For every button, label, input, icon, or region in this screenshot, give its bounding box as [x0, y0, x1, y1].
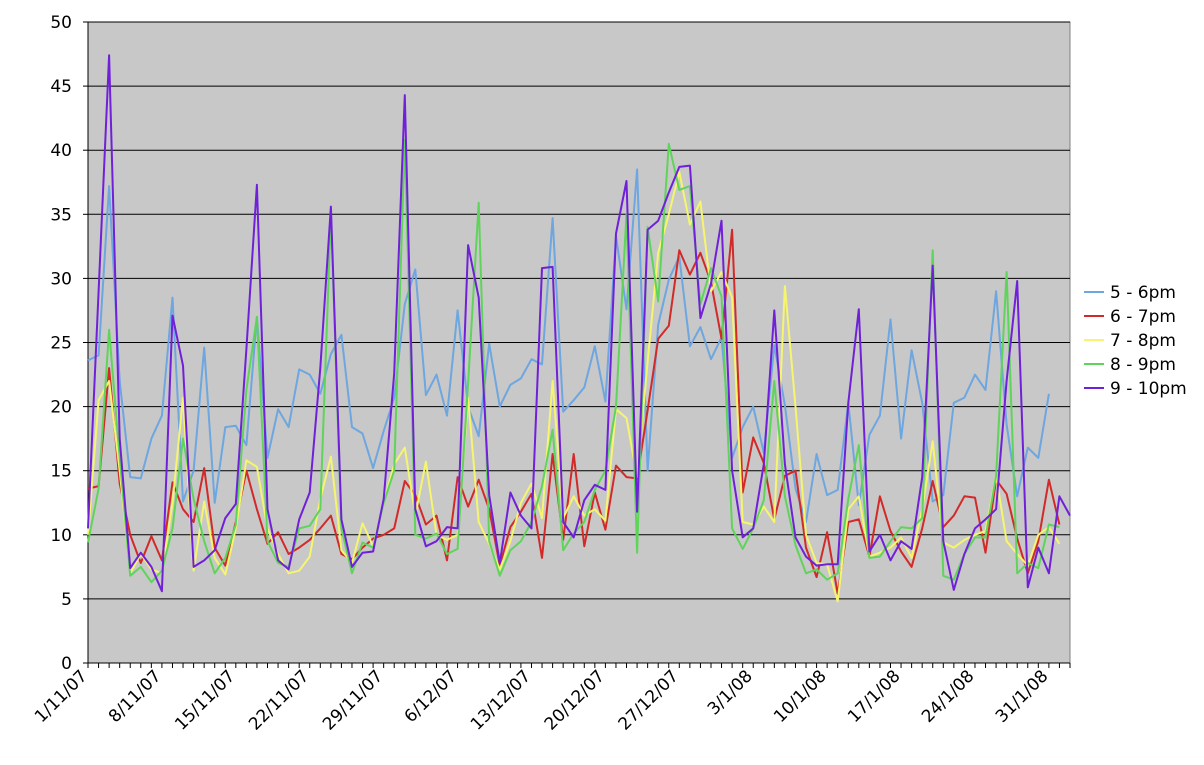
legend-label: 7 - 8pm — [1110, 331, 1176, 351]
grid-lines — [88, 21, 1070, 600]
x-tick-label: 13/12/07 — [467, 666, 535, 734]
series-line-1 — [87, 168, 1050, 523]
x-tick-label: 1/11/07 — [31, 666, 91, 726]
x-tick-label: 15/11/07 — [171, 666, 239, 734]
series-line-2 — [87, 228, 1061, 595]
y-tick-label: 15 — [50, 462, 72, 482]
x-axis: 1/11/07 8/11/07 15/11/07 22/11/07 29/11/07 6/… — [31, 662, 1071, 735]
legend-label: 9 - 10pm — [1110, 379, 1187, 399]
x-tick-label: 3/1/08 — [704, 666, 757, 719]
x-tick-label: 31/1/08 — [992, 666, 1052, 726]
x-tick-label: 8/11/07 — [105, 666, 165, 726]
y-tick-label: 40 — [50, 141, 72, 161]
y-axis: 0 5 10 15 20 25 30 35 40 45 50 — [50, 13, 89, 674]
y-tick-label: 30 — [50, 269, 72, 289]
y-tick-label: 35 — [50, 205, 72, 225]
series-line-3 — [87, 171, 1061, 603]
x-tick-label: 20/12/07 — [541, 666, 609, 734]
x-tick-label: 22/11/07 — [245, 666, 313, 734]
legend-label: 5 - 6pm — [1110, 283, 1176, 303]
y-tick-label: 25 — [50, 334, 72, 354]
y-tick-label: 5 — [61, 590, 72, 610]
x-tick-label: 27/12/07 — [615, 666, 683, 734]
x-tick-label: 17/1/08 — [844, 666, 904, 726]
y-tick-label: 45 — [50, 77, 72, 97]
x-tick-label: 24/1/08 — [918, 666, 978, 726]
y-tick-label: 50 — [50, 13, 72, 33]
y-tick-label: 20 — [50, 398, 72, 418]
series-line-4 — [87, 138, 1060, 584]
x-tick-label: 6/12/07 — [401, 666, 461, 726]
legend-label: 8 - 9pm — [1110, 355, 1176, 375]
series-group — [87, 54, 1071, 603]
series-line-5 — [87, 54, 1071, 593]
legend: 5 - 6pm 6 - 7pm 7 - 8pm 8 - 9pm 9 - 10pm — [1084, 283, 1187, 399]
legend-label: 6 - 7pm — [1110, 307, 1176, 327]
x-tick-label: 10/1/08 — [770, 666, 830, 726]
y-tick-label: 0 — [61, 654, 72, 674]
x-tick-label: 29/11/07 — [319, 666, 387, 734]
y-tick-label: 10 — [50, 526, 72, 546]
